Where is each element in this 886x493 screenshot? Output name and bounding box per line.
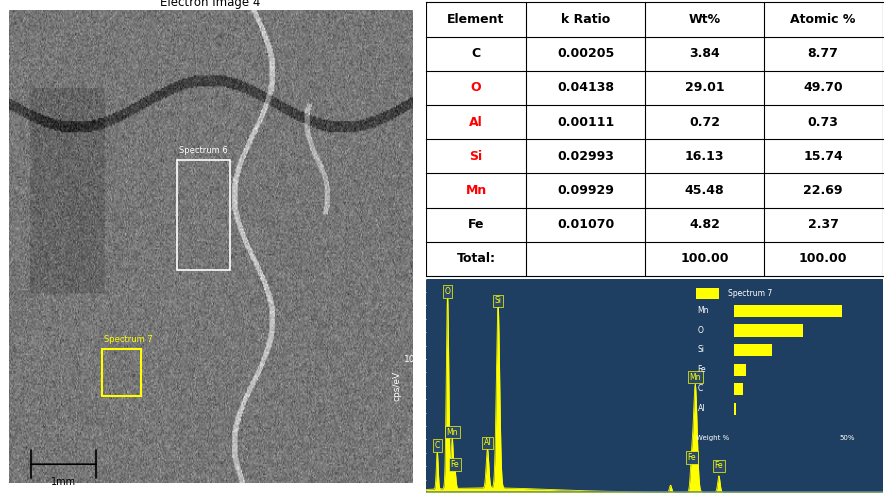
Text: k Ratio: k Ratio [560, 13, 610, 26]
Text: Si: Si [494, 296, 501, 305]
Text: 100.00: 100.00 [798, 252, 846, 265]
Text: Mn: Mn [688, 373, 700, 382]
Text: Spectrum 6: Spectrum 6 [179, 146, 228, 155]
Text: Fe: Fe [467, 218, 484, 231]
Text: 22.69: 22.69 [803, 184, 842, 197]
Text: 3.84: 3.84 [688, 47, 719, 60]
Text: Al: Al [469, 116, 482, 129]
Text: 100.00: 100.00 [680, 252, 727, 265]
Text: 29.01: 29.01 [684, 81, 723, 95]
Text: 0.02993: 0.02993 [556, 150, 613, 163]
Text: Si: Si [469, 150, 482, 163]
Text: 0.04138: 0.04138 [556, 81, 613, 95]
Text: Wt%: Wt% [688, 13, 719, 26]
Text: Fe: Fe [450, 460, 459, 469]
Text: Al: Al [483, 438, 491, 448]
Text: 15.74: 15.74 [803, 150, 842, 163]
Text: 0.00111: 0.00111 [556, 116, 614, 129]
Text: 4.82: 4.82 [688, 218, 719, 231]
Text: Spectrum 7: Spectrum 7 [105, 335, 153, 344]
Text: C: C [434, 441, 439, 450]
Text: C: C [471, 47, 480, 60]
Text: 0.00205: 0.00205 [556, 47, 614, 60]
Text: 45.48: 45.48 [684, 184, 723, 197]
Text: O: O [444, 287, 450, 296]
Text: O: O [470, 81, 481, 95]
Bar [176, 160, 229, 270]
Text: 8.77: 8.77 [807, 47, 837, 60]
Text: Fe: Fe [687, 453, 695, 462]
Text: 0.73: 0.73 [807, 116, 837, 129]
Text: Mn: Mn [465, 184, 486, 197]
Text: 2.37: 2.37 [807, 218, 837, 231]
Text: Element: Element [447, 13, 504, 26]
Title: Electron Image 4: Electron Image 4 [160, 0, 260, 9]
Text: Fe: Fe [714, 461, 722, 470]
Text: Atomic %: Atomic % [789, 13, 855, 26]
Text: 16.13: 16.13 [684, 150, 723, 163]
Y-axis label: cps/eV: cps/eV [392, 371, 400, 401]
Text: 0.72: 0.72 [688, 116, 719, 129]
Text: Mn: Mn [446, 428, 457, 437]
Text: 1mm: 1mm [51, 477, 76, 487]
Text: 49.70: 49.70 [803, 81, 842, 95]
Text: 0.01070: 0.01070 [556, 218, 614, 231]
Bar [102, 349, 140, 396]
Text: Total:: Total: [456, 252, 495, 265]
Text: 0.09929: 0.09929 [556, 184, 613, 197]
